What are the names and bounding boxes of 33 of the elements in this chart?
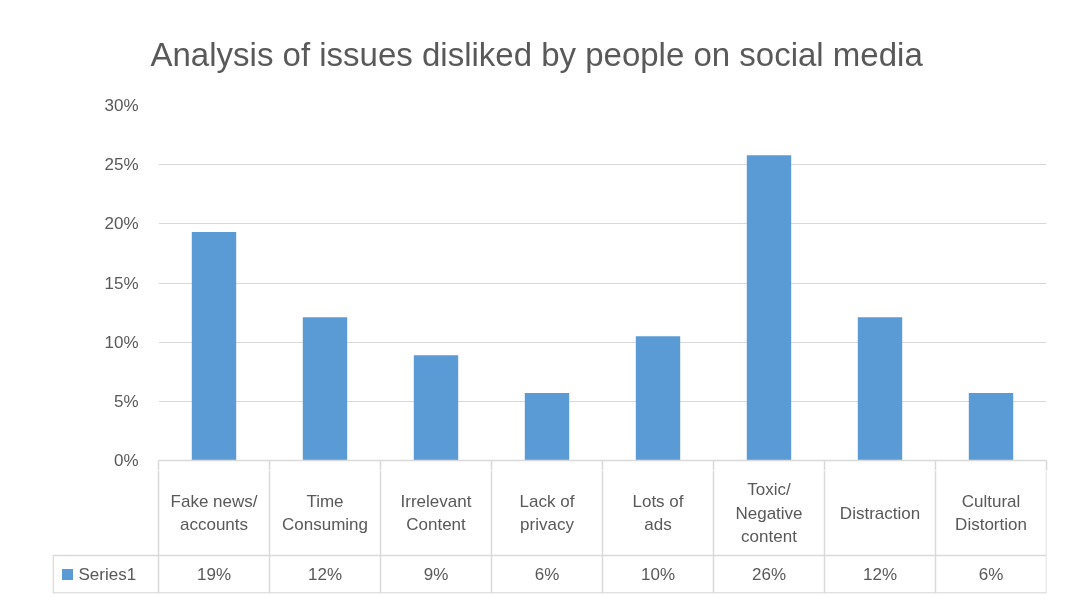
bar bbox=[746, 155, 792, 461]
legend-label: Series1 bbox=[78, 565, 137, 584]
x-tick-label: Irrelevant Content bbox=[400, 491, 472, 535]
bar bbox=[635, 336, 681, 461]
x-tick-label: Lots of ads bbox=[632, 491, 684, 535]
bar bbox=[968, 393, 1014, 461]
x-tick-label: Time Consuming bbox=[282, 491, 369, 535]
chart-title: Analysis of issues disliked by people on social media bbox=[150, 35, 924, 73]
data-label: 26% bbox=[751, 565, 787, 584]
bar bbox=[524, 393, 570, 461]
bar bbox=[413, 355, 459, 461]
data-label: 6% bbox=[978, 565, 1004, 584]
x-tick-label: Fake news/ accounts bbox=[170, 491, 258, 535]
y-tick-label: 15% bbox=[104, 273, 139, 293]
y-tick-label: 30% bbox=[104, 96, 139, 115]
data-label: 19% bbox=[196, 565, 232, 584]
y-tick-label: 5% bbox=[113, 391, 139, 411]
data-label: 6% bbox=[534, 565, 560, 584]
bar bbox=[191, 232, 237, 461]
y-tick-label: 10% bbox=[104, 332, 139, 352]
x-tick-label: Cultural Distortion bbox=[955, 491, 1027, 535]
y-tick-label: 20% bbox=[104, 214, 139, 234]
bar bbox=[857, 317, 903, 461]
x-tick-label: Distraction bbox=[839, 503, 921, 523]
y-tick-label: 0% bbox=[113, 451, 139, 470]
x-tick-label: Lack of privacy bbox=[519, 491, 575, 535]
data-label: 10% bbox=[640, 565, 676, 584]
x-tick-label: Toxic/ Negative content bbox=[735, 479, 803, 547]
data-label: 12% bbox=[862, 565, 898, 584]
data-label: 12% bbox=[307, 565, 343, 584]
bar bbox=[302, 317, 348, 461]
y-tick-label: 25% bbox=[104, 155, 139, 175]
data-label: 9% bbox=[423, 565, 449, 584]
